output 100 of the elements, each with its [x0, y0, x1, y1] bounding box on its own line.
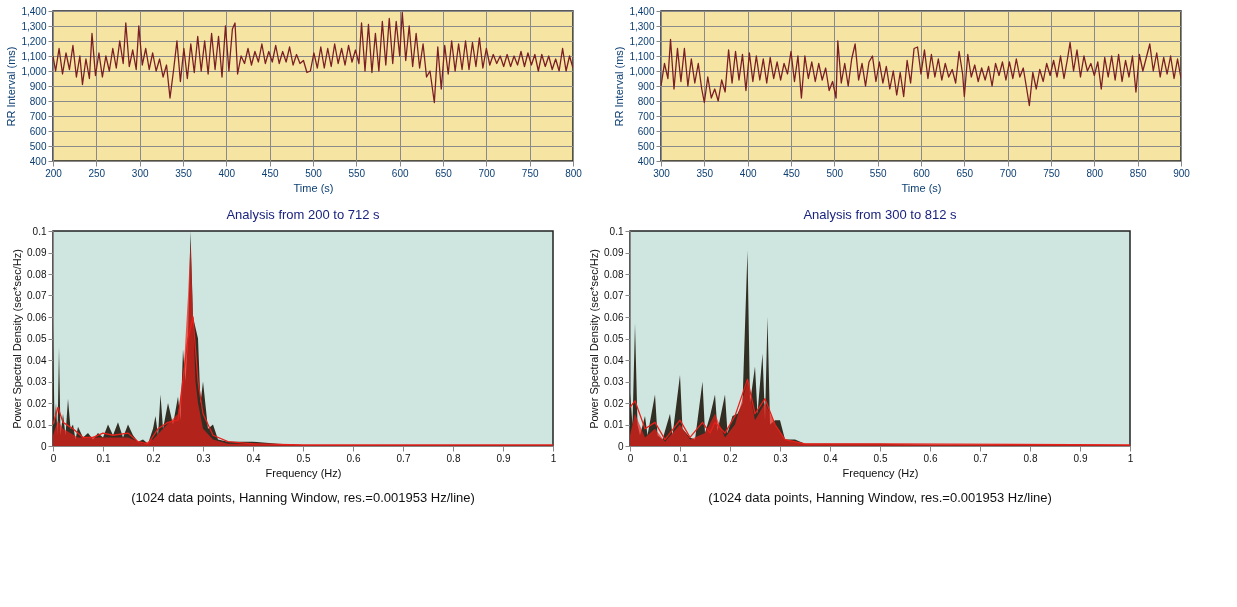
- chart-title: Analysis from 200 to 712 s: [226, 207, 381, 222]
- x-tick-label: 250: [88, 167, 106, 179]
- x-tick-label: 0.7: [396, 452, 411, 464]
- y-tick-label: 700: [29, 110, 47, 122]
- x-tick-label: 750: [1043, 167, 1061, 179]
- x-tick-label: 0.4: [823, 452, 838, 464]
- y-tick-label: 500: [29, 140, 47, 152]
- x-tick-label: 400: [739, 167, 757, 179]
- x-tick-label: 0.1: [673, 452, 688, 464]
- y-tick-label: 0.09: [27, 247, 47, 258]
- y-tick-label: 0.04: [604, 354, 624, 366]
- y-tick-label: 1,000: [629, 65, 655, 77]
- x-tick-label: 0.6: [923, 452, 938, 464]
- y-tick-label: 0.06: [604, 311, 624, 323]
- chart-title: Analysis from 300 to 812 s: [803, 207, 958, 222]
- x-tick-label: 400: [218, 167, 236, 179]
- y-tick-label: 0.07: [604, 290, 624, 301]
- y-tick-label: 900: [637, 80, 655, 92]
- x-tick-label: 650: [435, 167, 453, 179]
- x-tick-label: 700: [478, 167, 496, 179]
- y-tick-label: 500: [637, 140, 655, 152]
- y-tick-label: 700: [637, 110, 655, 122]
- y-tick-label: 400: [29, 155, 47, 167]
- y-tick-label: 600: [637, 125, 655, 137]
- x-tick-label: 300: [653, 167, 671, 179]
- x-tick-label: 350: [696, 167, 714, 179]
- x-tick-label: 500: [826, 167, 844, 179]
- x-tick-label: 0.6: [346, 452, 361, 464]
- x-axis-title: Time (s): [901, 181, 942, 194]
- y-tick-label: 0: [40, 440, 47, 452]
- y-tick-label: 1,100: [21, 50, 47, 62]
- x-tick-label: 600: [913, 167, 931, 179]
- x-tick-label: 0.2: [146, 452, 161, 464]
- x-tick-label: 0: [50, 452, 57, 464]
- x-tick-label: 900: [1173, 167, 1191, 179]
- x-tick-label: 350: [175, 167, 193, 179]
- x-axis-title: Time (s): [293, 181, 334, 194]
- x-tick-label: 0.8: [1023, 452, 1038, 464]
- x-tick-label: 750: [521, 167, 539, 179]
- x-tick-label: 0.9: [496, 452, 511, 464]
- y-tick-label: 600: [29, 125, 47, 137]
- x-tick-label: 0.3: [196, 452, 211, 464]
- y-tick-label: 0.1: [32, 225, 47, 237]
- y-tick-label: 1,300: [21, 20, 47, 32]
- x-tick-label: 0.1: [96, 452, 111, 464]
- x-tick-label: 600: [391, 167, 409, 179]
- x-tick-label: 800: [565, 167, 583, 179]
- x-tick-label: 850: [1129, 167, 1147, 179]
- text: (1024 data points, Hanning Window, res.=0.001953 Hz/line): [708, 490, 1052, 505]
- x-tick-label: 450: [261, 167, 279, 179]
- x-tick-label: 0.2: [723, 452, 738, 464]
- x-tick-label: 0.7: [973, 452, 988, 464]
- x-tick-label: 300: [131, 167, 149, 179]
- x-tick-label: 500: [305, 167, 323, 179]
- y-tick-label: 0.09: [604, 247, 624, 258]
- y-tick-label: 900: [29, 80, 47, 92]
- y-tick-label: 0.03: [27, 376, 47, 387]
- x-tick-label: 1: [550, 452, 557, 464]
- y-tick-label: 800: [637, 95, 655, 107]
- y-tick-label: 1,400: [21, 5, 47, 17]
- x-tick-label: 550: [869, 167, 887, 179]
- x-tick-label: 0.5: [873, 452, 888, 464]
- x-tick-label: 800: [1086, 167, 1104, 179]
- x-tick-label: 0.4: [246, 452, 261, 464]
- x-tick-label: 550: [348, 167, 366, 179]
- y-tick-label: 0.07: [27, 290, 47, 301]
- y-axis-title: RR Interval (ms): [613, 46, 626, 127]
- y-tick-label: 400: [637, 155, 655, 167]
- y-tick-label: 0.02: [604, 397, 624, 409]
- y-tick-label: 0.08: [27, 268, 47, 280]
- y-tick-label: 0.03: [604, 376, 624, 387]
- y-axis-title: Power Spectral Density (sec*sec/Hz): [588, 249, 601, 429]
- y-tick-label: 0.04: [27, 354, 47, 366]
- y-tick-label: 0.02: [27, 397, 47, 409]
- x-axis-title: Frequency (Hz): [265, 466, 342, 479]
- x-tick-label: 450: [783, 167, 801, 179]
- y-axis-title: RR Interval (ms): [5, 46, 18, 127]
- x-tick-label: 0.3: [773, 452, 788, 464]
- y-tick-label: 0.05: [604, 333, 624, 344]
- y-tick-label: 1,100: [629, 50, 655, 62]
- x-axis-title: Frequency (Hz): [842, 466, 919, 479]
- y-tick-label: 1,000: [21, 65, 47, 77]
- x-tick-label: 700: [999, 167, 1017, 179]
- x-tick-label: 1: [1127, 452, 1134, 464]
- y-tick-label: 0: [617, 440, 624, 452]
- x-tick-label: 0.8: [446, 452, 461, 464]
- y-tick-label: 1,400: [629, 5, 655, 17]
- y-axis-title: Power Spectral Density (sec*sec/Hz): [11, 249, 24, 429]
- y-tick-label: 800: [29, 95, 47, 107]
- x-tick-label: 200: [45, 167, 63, 179]
- y-tick-label: 0.08: [604, 268, 624, 280]
- x-tick-label: 650: [956, 167, 974, 179]
- y-tick-label: 0.1: [609, 225, 624, 237]
- y-tick-label: 1,200: [629, 35, 655, 47]
- y-tick-label: 1,300: [629, 20, 655, 32]
- y-tick-label: 0.05: [27, 333, 47, 344]
- x-tick-label: 0.9: [1073, 452, 1088, 464]
- y-tick-label: 0.01: [604, 419, 624, 430]
- y-tick-label: 1,200: [21, 35, 47, 47]
- text: (1024 data points, Hanning Window, res.=0.001953 Hz/line): [131, 490, 475, 505]
